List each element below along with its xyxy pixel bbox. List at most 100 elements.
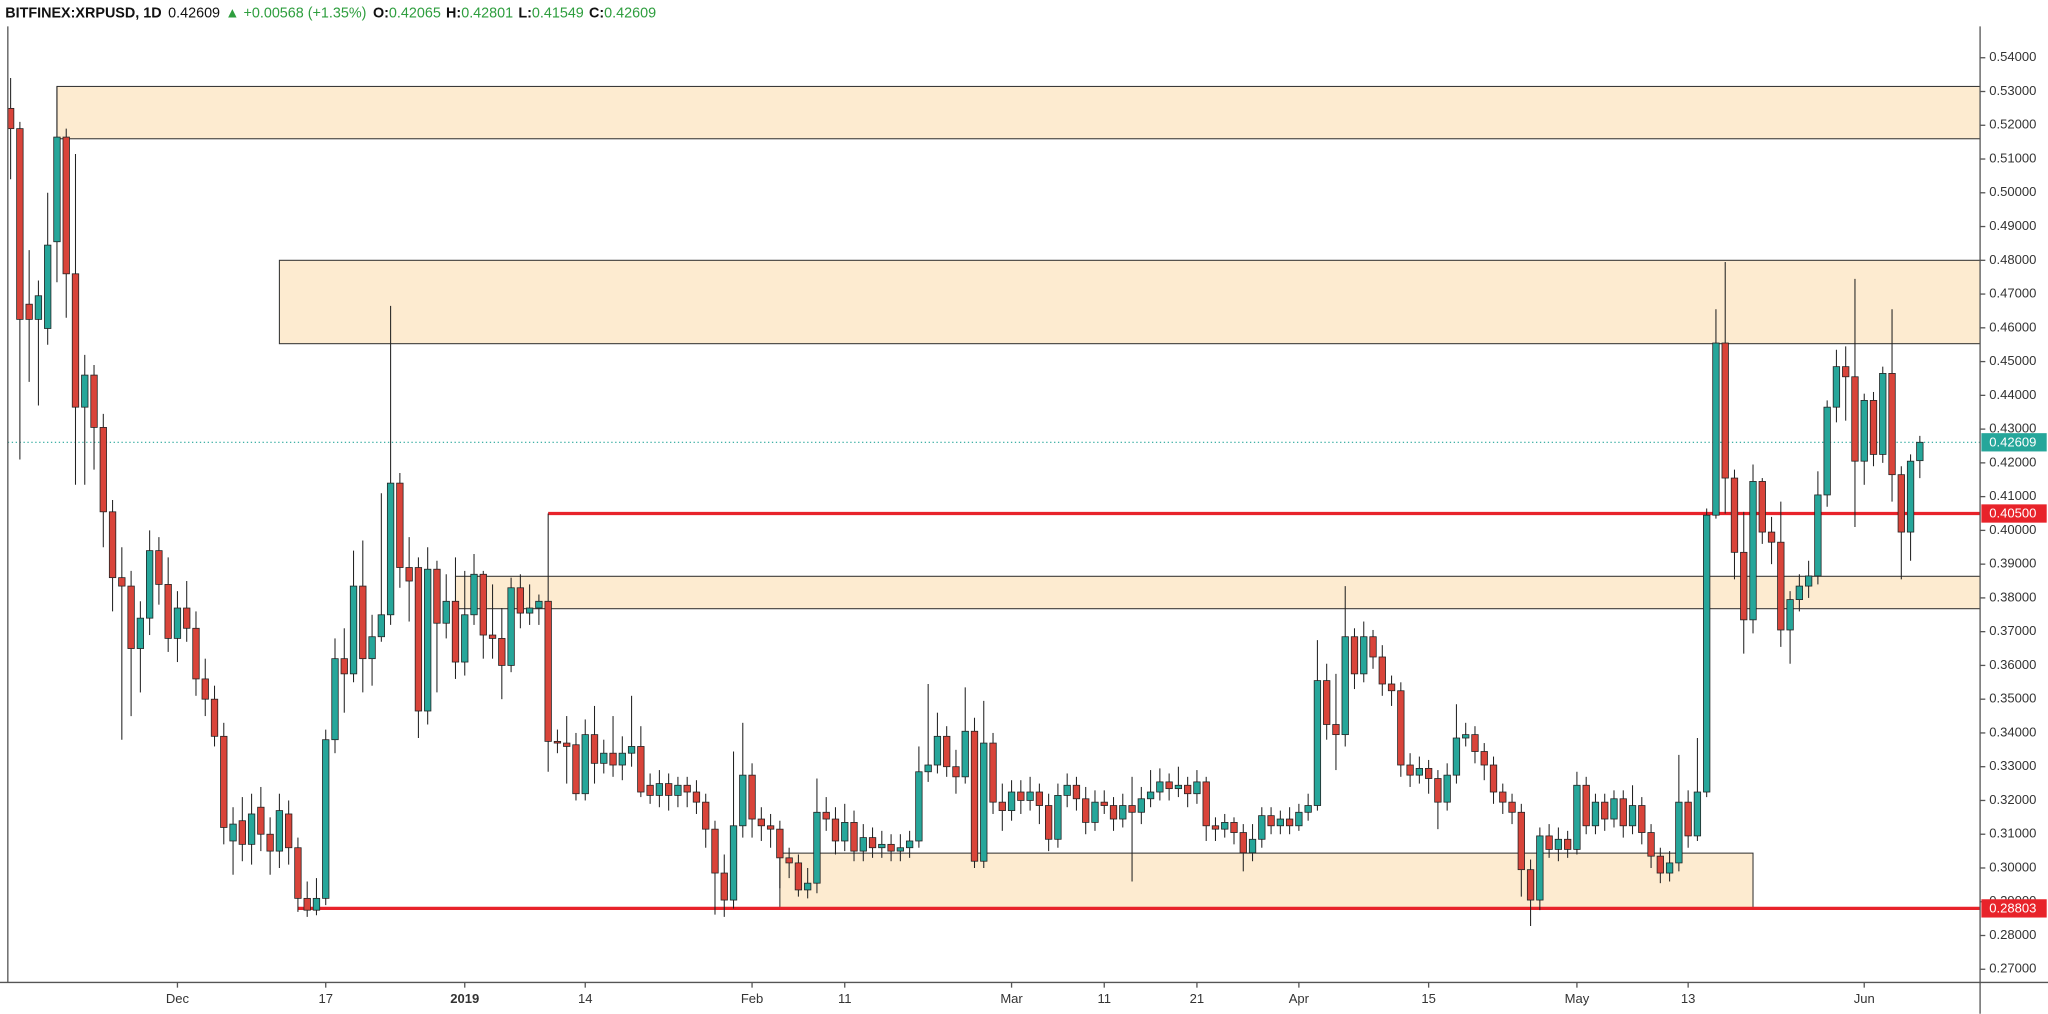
candle-body <box>1415 767 1423 776</box>
candle-body <box>1480 751 1488 766</box>
candle-body <box>1740 551 1748 621</box>
candle-body <box>1906 460 1915 533</box>
candle-body <box>1703 514 1711 793</box>
candle-body <box>785 857 793 864</box>
candle-body <box>729 825 738 901</box>
x-tick-label: 17 <box>318 991 333 1006</box>
x-tick-label: Dec <box>166 991 190 1006</box>
candle-body <box>1851 376 1859 462</box>
y-tick-label: 0.32000 <box>1989 792 2036 807</box>
candle-body <box>192 627 200 680</box>
candle-body <box>257 806 265 835</box>
zone <box>454 575 1981 610</box>
candle-body <box>1601 801 1609 820</box>
y-tick-label: 0.45000 <box>1989 353 2036 368</box>
y-tick-label: 0.33000 <box>1989 758 2036 773</box>
candle-body <box>655 783 664 796</box>
candle-body <box>1638 805 1646 833</box>
candle-body <box>507 587 515 666</box>
candle-body <box>1545 835 1553 850</box>
candle-body <box>1656 855 1664 874</box>
header: BITFINEX:XRPUSD, 1D 0.42609 ▲ +0.00568 (+1… <box>5 5 656 21</box>
candle-body <box>1499 791 1507 803</box>
candle-body <box>479 573 487 636</box>
candle-body <box>850 822 858 852</box>
candle-body <box>1517 811 1525 871</box>
candle-body <box>859 837 867 852</box>
candle-body <box>1248 838 1257 854</box>
ohlc-key: O: <box>373 5 389 21</box>
candle-body <box>1369 636 1377 658</box>
candle-body <box>1869 400 1878 455</box>
candle-body <box>229 823 237 842</box>
candle-body <box>822 811 830 820</box>
candle-body <box>600 752 608 764</box>
candle-body <box>1712 342 1720 516</box>
y-tick-label: 0.30000 <box>1989 859 2036 874</box>
candle-body <box>1564 838 1572 850</box>
candle-body <box>285 813 293 849</box>
candle-body <box>1017 791 1025 801</box>
candle-body <box>303 897 311 911</box>
x-tick-label: May <box>1565 991 1590 1006</box>
y-tick-label: 0.38000 <box>1989 589 2036 604</box>
candle-body <box>322 739 330 899</box>
candle-body <box>1174 784 1183 790</box>
candle-body <box>1360 636 1368 675</box>
candle-body <box>220 735 228 828</box>
candle-body <box>25 303 33 320</box>
y-tick-label: 0.54000 <box>1989 49 2036 64</box>
candle-body <box>1508 801 1516 813</box>
candle-body <box>62 136 70 275</box>
candle-body <box>943 735 951 768</box>
candle-body <box>1424 767 1433 779</box>
y-tick-label: 0.50000 <box>1989 184 2036 199</box>
candle-body <box>81 374 89 408</box>
candle-body <box>247 813 256 845</box>
candle-body <box>1879 373 1887 455</box>
candle-body <box>646 784 654 796</box>
candle-body <box>553 740 562 744</box>
y-tick-label: 0.42000 <box>1989 454 2036 469</box>
level-label: 0.40500 <box>1989 506 2036 521</box>
candle-body <box>961 730 969 778</box>
candle-body <box>53 136 61 243</box>
candle-body <box>1146 791 1155 800</box>
candle-body <box>1434 778 1442 803</box>
candle-body <box>915 771 923 842</box>
candle-body <box>711 828 719 874</box>
candle-body <box>1313 680 1322 806</box>
candle-body <box>1378 656 1386 685</box>
candle-body <box>183 607 191 629</box>
candle-body <box>1387 683 1396 692</box>
x-tick-label: Jun <box>1854 991 1875 1006</box>
close-value: 0.42609 <box>604 5 656 21</box>
candle-body <box>1489 764 1498 793</box>
candle-body <box>451 600 460 663</box>
candle-body <box>627 746 636 754</box>
candle-body <box>841 822 849 842</box>
candle-body <box>201 678 209 700</box>
ohlc-key: L: <box>518 5 532 21</box>
level-box <box>1981 899 2047 918</box>
y-tick-label: 0.48000 <box>1989 252 2036 267</box>
candle-body <box>1758 481 1766 533</box>
candle-body <box>794 862 803 891</box>
candle-body <box>1100 801 1108 806</box>
candle-body <box>1239 832 1247 854</box>
candle-body <box>878 843 886 849</box>
y-tick-label: 0.28000 <box>1989 927 2036 942</box>
candle-body <box>525 607 534 614</box>
candle-body <box>590 734 599 764</box>
candle-body <box>831 818 840 842</box>
candle-body <box>1526 869 1535 901</box>
candle-body <box>1026 791 1034 801</box>
candle-body <box>44 244 52 329</box>
candle-body <box>1332 724 1340 736</box>
candle-body <box>674 784 682 796</box>
candle-body <box>1452 737 1461 776</box>
candle-body <box>312 897 321 911</box>
candle-body <box>720 872 728 901</box>
